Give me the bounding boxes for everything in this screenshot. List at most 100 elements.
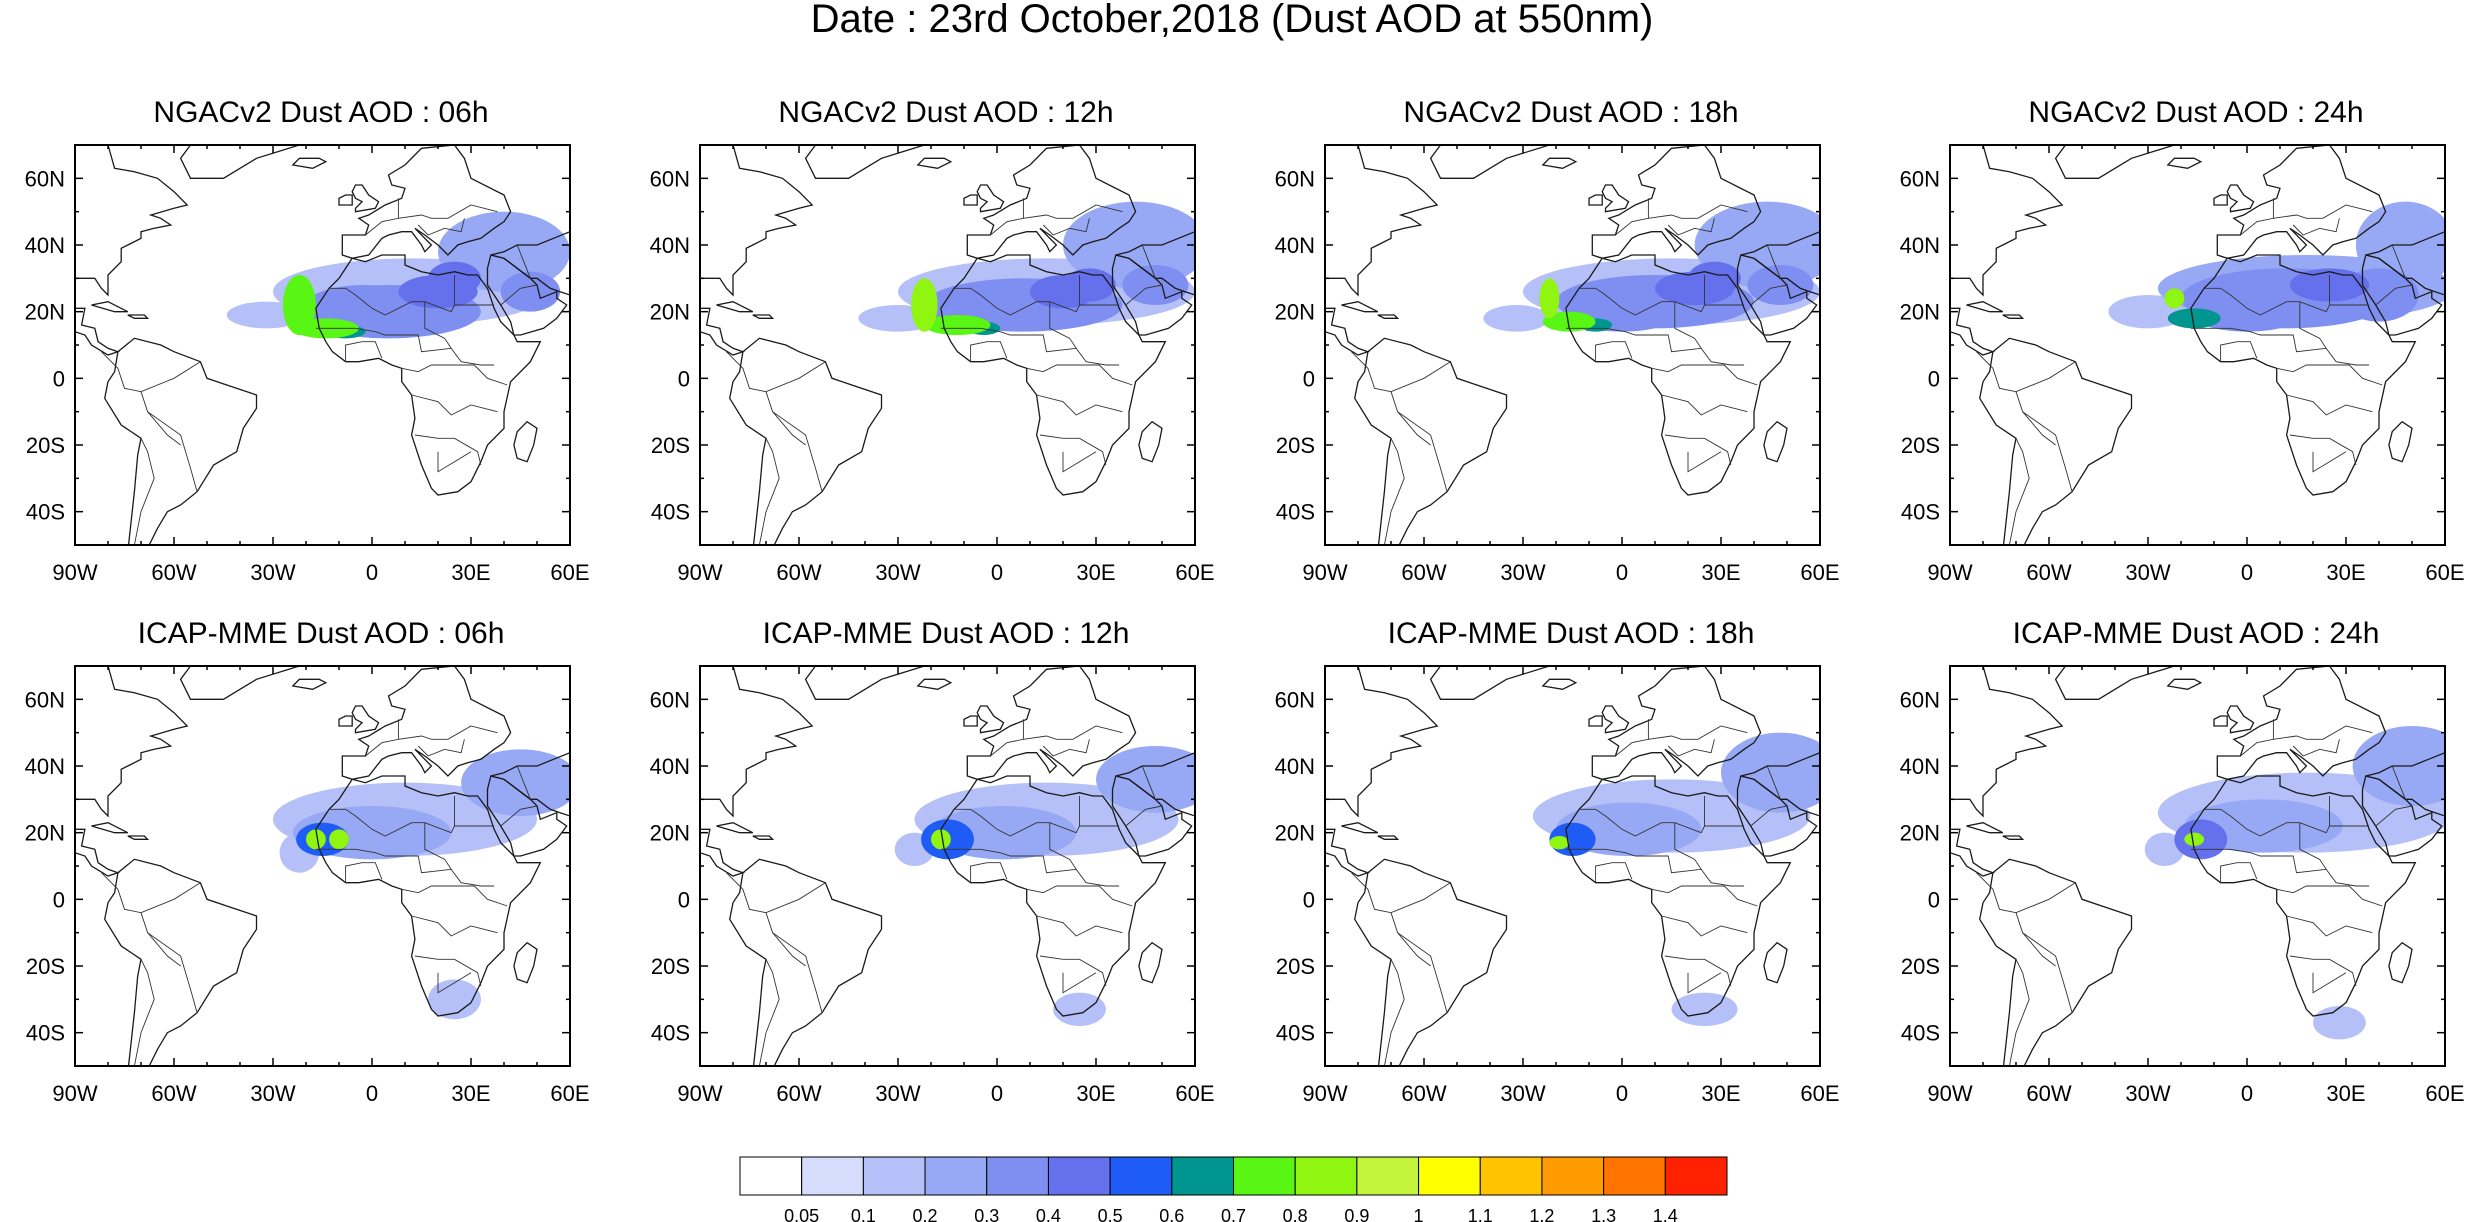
lon-label: 30E xyxy=(1701,560,1740,585)
colorbar-box xyxy=(1603,1156,1666,1196)
country-border xyxy=(2220,862,2258,883)
panel-title-ngac-18h: NGACv2 Dust AOD : 18h xyxy=(1403,96,1738,129)
country-border xyxy=(1687,451,1722,473)
lat-label: 60N xyxy=(650,166,690,191)
country-border xyxy=(1026,885,1133,907)
aod-contour xyxy=(2164,288,2185,309)
lat-label: 0 xyxy=(53,887,65,912)
country-border xyxy=(990,719,1024,757)
aod-contour xyxy=(1671,992,1738,1026)
aod-contour xyxy=(500,271,561,312)
lon-label: 60E xyxy=(550,560,589,585)
colorbar-label: 0.05 xyxy=(784,1206,819,1222)
country-border xyxy=(417,739,465,757)
lon-label: 60E xyxy=(1175,560,1214,585)
coastline xyxy=(700,145,814,297)
country-border xyxy=(133,438,155,545)
country-border xyxy=(315,848,495,887)
country-border xyxy=(2299,822,2327,870)
lon-label: 90W xyxy=(1302,1081,1347,1106)
lat-label: 40N xyxy=(650,233,690,258)
coastline xyxy=(1354,337,1508,545)
country-border xyxy=(2015,912,2073,1013)
country-border xyxy=(437,451,472,473)
coastline xyxy=(351,705,380,734)
aod-contour xyxy=(1063,268,1116,302)
country-border xyxy=(1766,765,1781,800)
lat-label: 40S xyxy=(26,1021,65,1046)
lat-label: 60N xyxy=(1900,166,1940,191)
country-border xyxy=(1036,394,1123,416)
aod-contour xyxy=(2184,832,2205,846)
coastline xyxy=(1377,314,1400,319)
lat-label: 20N xyxy=(650,300,690,325)
colorbar-box xyxy=(1171,1156,1234,1196)
coastlines xyxy=(1325,145,1820,545)
map-frame xyxy=(699,665,1196,1067)
coastline xyxy=(700,666,814,818)
coastline xyxy=(1966,301,2004,313)
dust-aod-field xyxy=(894,746,1195,1026)
colorbar-box xyxy=(1233,1156,1296,1196)
aod-contour xyxy=(1053,992,1106,1026)
aod-contour xyxy=(931,829,951,850)
colorbar: 0.05 0.1 0.2 0.3 0.4 0.5 0.6 0.7 0.8 0.9 1 1.1 1.2 1.… xyxy=(739,1156,1728,1222)
lon-label: 60E xyxy=(1800,1081,1839,1106)
dust-aod-field xyxy=(858,201,1195,336)
lon-label: 30E xyxy=(451,1081,490,1106)
panel-title-ngac-24h: NGACv2 Dust AOD : 24h xyxy=(2028,96,2363,129)
aod-contour xyxy=(329,829,349,850)
colorbar-box xyxy=(1418,1156,1481,1196)
country-border xyxy=(1036,915,1123,937)
coastline xyxy=(2213,715,2228,727)
panel-title-icap-12h: ICAP-MME Dust AOD : 12h xyxy=(763,617,1130,650)
coastline xyxy=(716,301,754,313)
lon-label: 60W xyxy=(776,560,821,585)
coastline xyxy=(1601,705,1630,734)
coastline xyxy=(1341,822,1379,834)
aod-contour xyxy=(428,979,481,1020)
lat-label: 40N xyxy=(1900,754,1940,779)
lat-label: 60N xyxy=(25,166,65,191)
dust-aod-field xyxy=(2144,726,2445,1040)
country-border xyxy=(1141,765,1156,800)
coastline xyxy=(2002,314,2025,319)
country-border xyxy=(1351,872,1451,914)
country-border xyxy=(1664,434,1732,466)
lon-label: 30W xyxy=(250,1081,295,1106)
lat-label: 0 xyxy=(678,366,690,391)
coastline xyxy=(1325,828,1370,877)
country-border xyxy=(398,725,498,740)
country-border xyxy=(1141,244,1156,279)
map-panel: 60N 40N 20N 0 20S 40S 90W 60W 30W 0 30E 60E xyxy=(650,144,1215,585)
coastline xyxy=(1354,858,1508,1066)
lon-label: 0 xyxy=(366,1081,378,1106)
lon-label: 0 xyxy=(2241,560,2253,585)
lon-label: 30E xyxy=(1076,1081,1115,1106)
country-border xyxy=(1042,739,1090,757)
lat-label: 0 xyxy=(1303,887,1315,912)
colorbar-label: 1.1 xyxy=(1468,1206,1493,1222)
colorbar-label: 0.7 xyxy=(1221,1206,1246,1222)
lat-label: 60N xyxy=(1275,687,1315,712)
lat-label: 20S xyxy=(26,954,65,979)
country-border xyxy=(1125,805,1163,827)
aod-contour xyxy=(1483,305,1550,332)
lat-label: 20S xyxy=(1901,954,1940,979)
map-frame xyxy=(1949,144,2446,546)
country-border xyxy=(1579,275,1705,316)
map-content xyxy=(1950,666,2445,1066)
aod-contour xyxy=(2167,308,2221,329)
colorbar-label: 1.4 xyxy=(1653,1206,1678,1222)
country-border xyxy=(411,394,498,416)
country-borders xyxy=(101,198,538,545)
country-border xyxy=(2240,198,2274,236)
colorbar-label: 1.3 xyxy=(1591,1206,1616,1222)
country-border xyxy=(2276,885,2383,907)
country-border xyxy=(970,341,1008,362)
lat-label: 20N xyxy=(1275,821,1315,846)
coastline xyxy=(91,822,129,834)
aod-contour xyxy=(461,749,570,816)
map-panel: 60N 40N 20N 0 20S 40S 90W 60W 30W 0 30E 60E xyxy=(650,665,1215,1106)
